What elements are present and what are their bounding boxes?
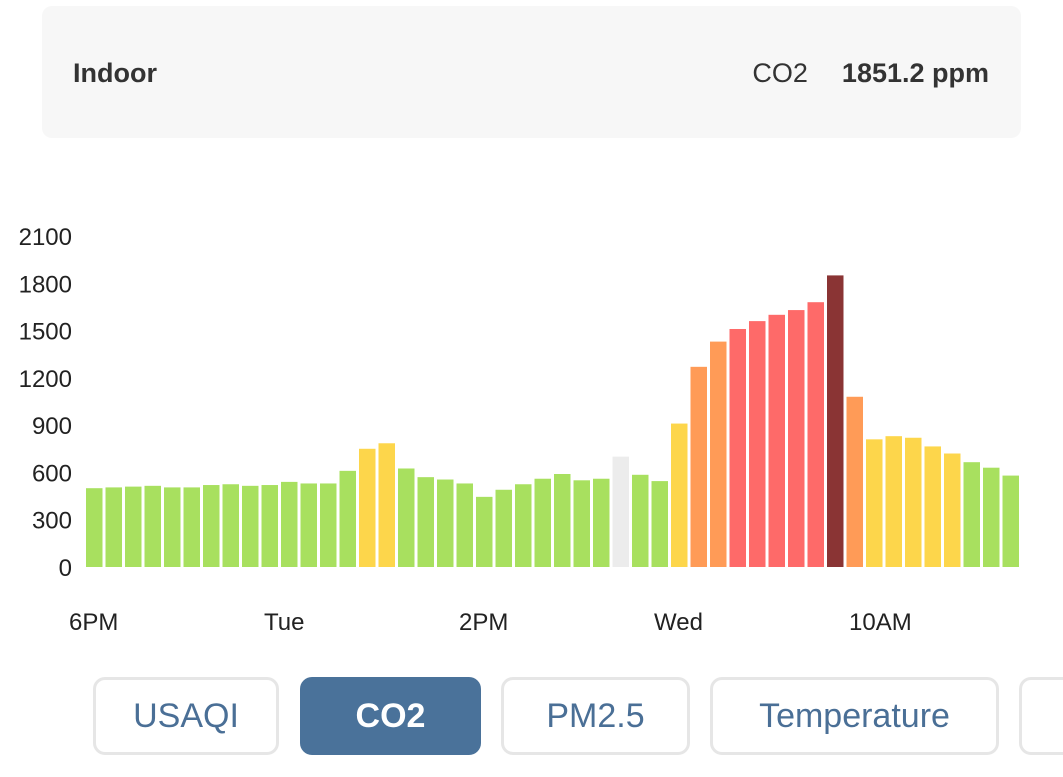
bar[interactable] xyxy=(690,366,708,567)
bar[interactable] xyxy=(86,488,103,567)
y-tick-label: 900 xyxy=(32,413,72,440)
bar[interactable] xyxy=(1002,475,1020,567)
bar[interactable] xyxy=(281,481,298,567)
x-axis: 6PM Tue 2PM Wed 10AM xyxy=(69,609,912,636)
bar[interactable] xyxy=(183,487,201,567)
bar[interactable] xyxy=(242,485,259,567)
bar[interactable] xyxy=(222,484,240,567)
y-axis: 2100 1800 1500 1200 900 600 300 0 xyxy=(19,224,72,582)
y-tick-label: 300 xyxy=(32,508,72,535)
bar[interactable] xyxy=(749,321,766,567)
location-label: Indoor xyxy=(73,58,157,88)
bar[interactable] xyxy=(359,448,376,567)
bar[interactable] xyxy=(125,486,142,567)
bar[interactable] xyxy=(866,439,883,567)
bar[interactable] xyxy=(515,484,532,567)
metric-tabs: USAQI CO2 PM2.5 Temperature xyxy=(0,677,1063,759)
bar[interactable] xyxy=(534,478,552,567)
bar[interactable] xyxy=(476,496,493,567)
bar[interactable] xyxy=(983,467,1000,567)
y-tick-label: 1800 xyxy=(19,271,72,298)
x-tick-label: 10AM xyxy=(849,609,912,636)
bar[interactable] xyxy=(651,481,669,567)
bar[interactable] xyxy=(788,310,805,567)
tab-pm25[interactable]: PM2.5 xyxy=(501,677,690,755)
bar[interactable] xyxy=(827,275,844,567)
x-tick-label: Wed xyxy=(654,609,703,636)
bar[interactable] xyxy=(768,314,786,567)
bar[interactable] xyxy=(105,487,123,567)
tab-temperature[interactable]: Temperature xyxy=(710,677,999,755)
bar[interactable] xyxy=(261,485,279,567)
bar[interactable] xyxy=(671,423,688,567)
bar[interactable] xyxy=(846,396,864,567)
bar[interactable] xyxy=(456,483,474,567)
bar[interactable] xyxy=(417,477,435,567)
bar[interactable] xyxy=(612,456,630,567)
x-tick-label: 6PM xyxy=(69,609,118,636)
x-tick-label: 2PM xyxy=(459,609,508,636)
bar[interactable] xyxy=(320,483,337,567)
bar[interactable] xyxy=(437,479,454,567)
metric-value: 1851.2 ppm xyxy=(841,58,989,88)
bar[interactable] xyxy=(203,485,220,567)
bar[interactable] xyxy=(573,480,591,567)
y-tick-label: 600 xyxy=(32,460,72,487)
bars xyxy=(86,275,1019,567)
bar[interactable] xyxy=(729,328,747,567)
tab-usaqi[interactable]: USAQI xyxy=(93,677,279,755)
bar[interactable] xyxy=(944,453,961,567)
bar[interactable] xyxy=(378,443,396,567)
current-metric: CO2 1851.2 ppm xyxy=(752,58,989,89)
tab-co2[interactable]: CO2 xyxy=(300,677,481,755)
bar[interactable] xyxy=(300,483,318,567)
bar[interactable] xyxy=(807,302,825,567)
bar[interactable] xyxy=(924,446,942,567)
x-tick-label: Tue xyxy=(264,609,304,636)
bar[interactable] xyxy=(398,468,415,567)
bar[interactable] xyxy=(710,341,727,567)
y-tick-label: 2100 xyxy=(19,224,72,251)
bar[interactable] xyxy=(885,436,903,567)
bar[interactable] xyxy=(593,478,610,567)
bar[interactable] xyxy=(144,485,162,567)
bar[interactable] xyxy=(554,474,571,567)
current-reading-card: Indoor CO2 1851.2 ppm xyxy=(42,6,1021,138)
bar[interactable] xyxy=(905,437,922,567)
y-tick-label: 1200 xyxy=(19,366,72,393)
tab-more[interactable] xyxy=(1019,677,1063,755)
metric-name: CO2 xyxy=(752,58,808,88)
bar[interactable] xyxy=(495,489,513,567)
bar[interactable] xyxy=(963,462,981,567)
y-tick-label: 0 xyxy=(59,555,72,582)
co2-bar-chart: 2100 1800 1500 1200 900 600 300 0 6PM Tue 2PM Wed 1… xyxy=(19,224,1019,636)
bar[interactable] xyxy=(632,474,649,567)
bar[interactable] xyxy=(339,470,357,567)
bar[interactable] xyxy=(164,487,181,567)
y-tick-label: 1500 xyxy=(19,319,72,346)
